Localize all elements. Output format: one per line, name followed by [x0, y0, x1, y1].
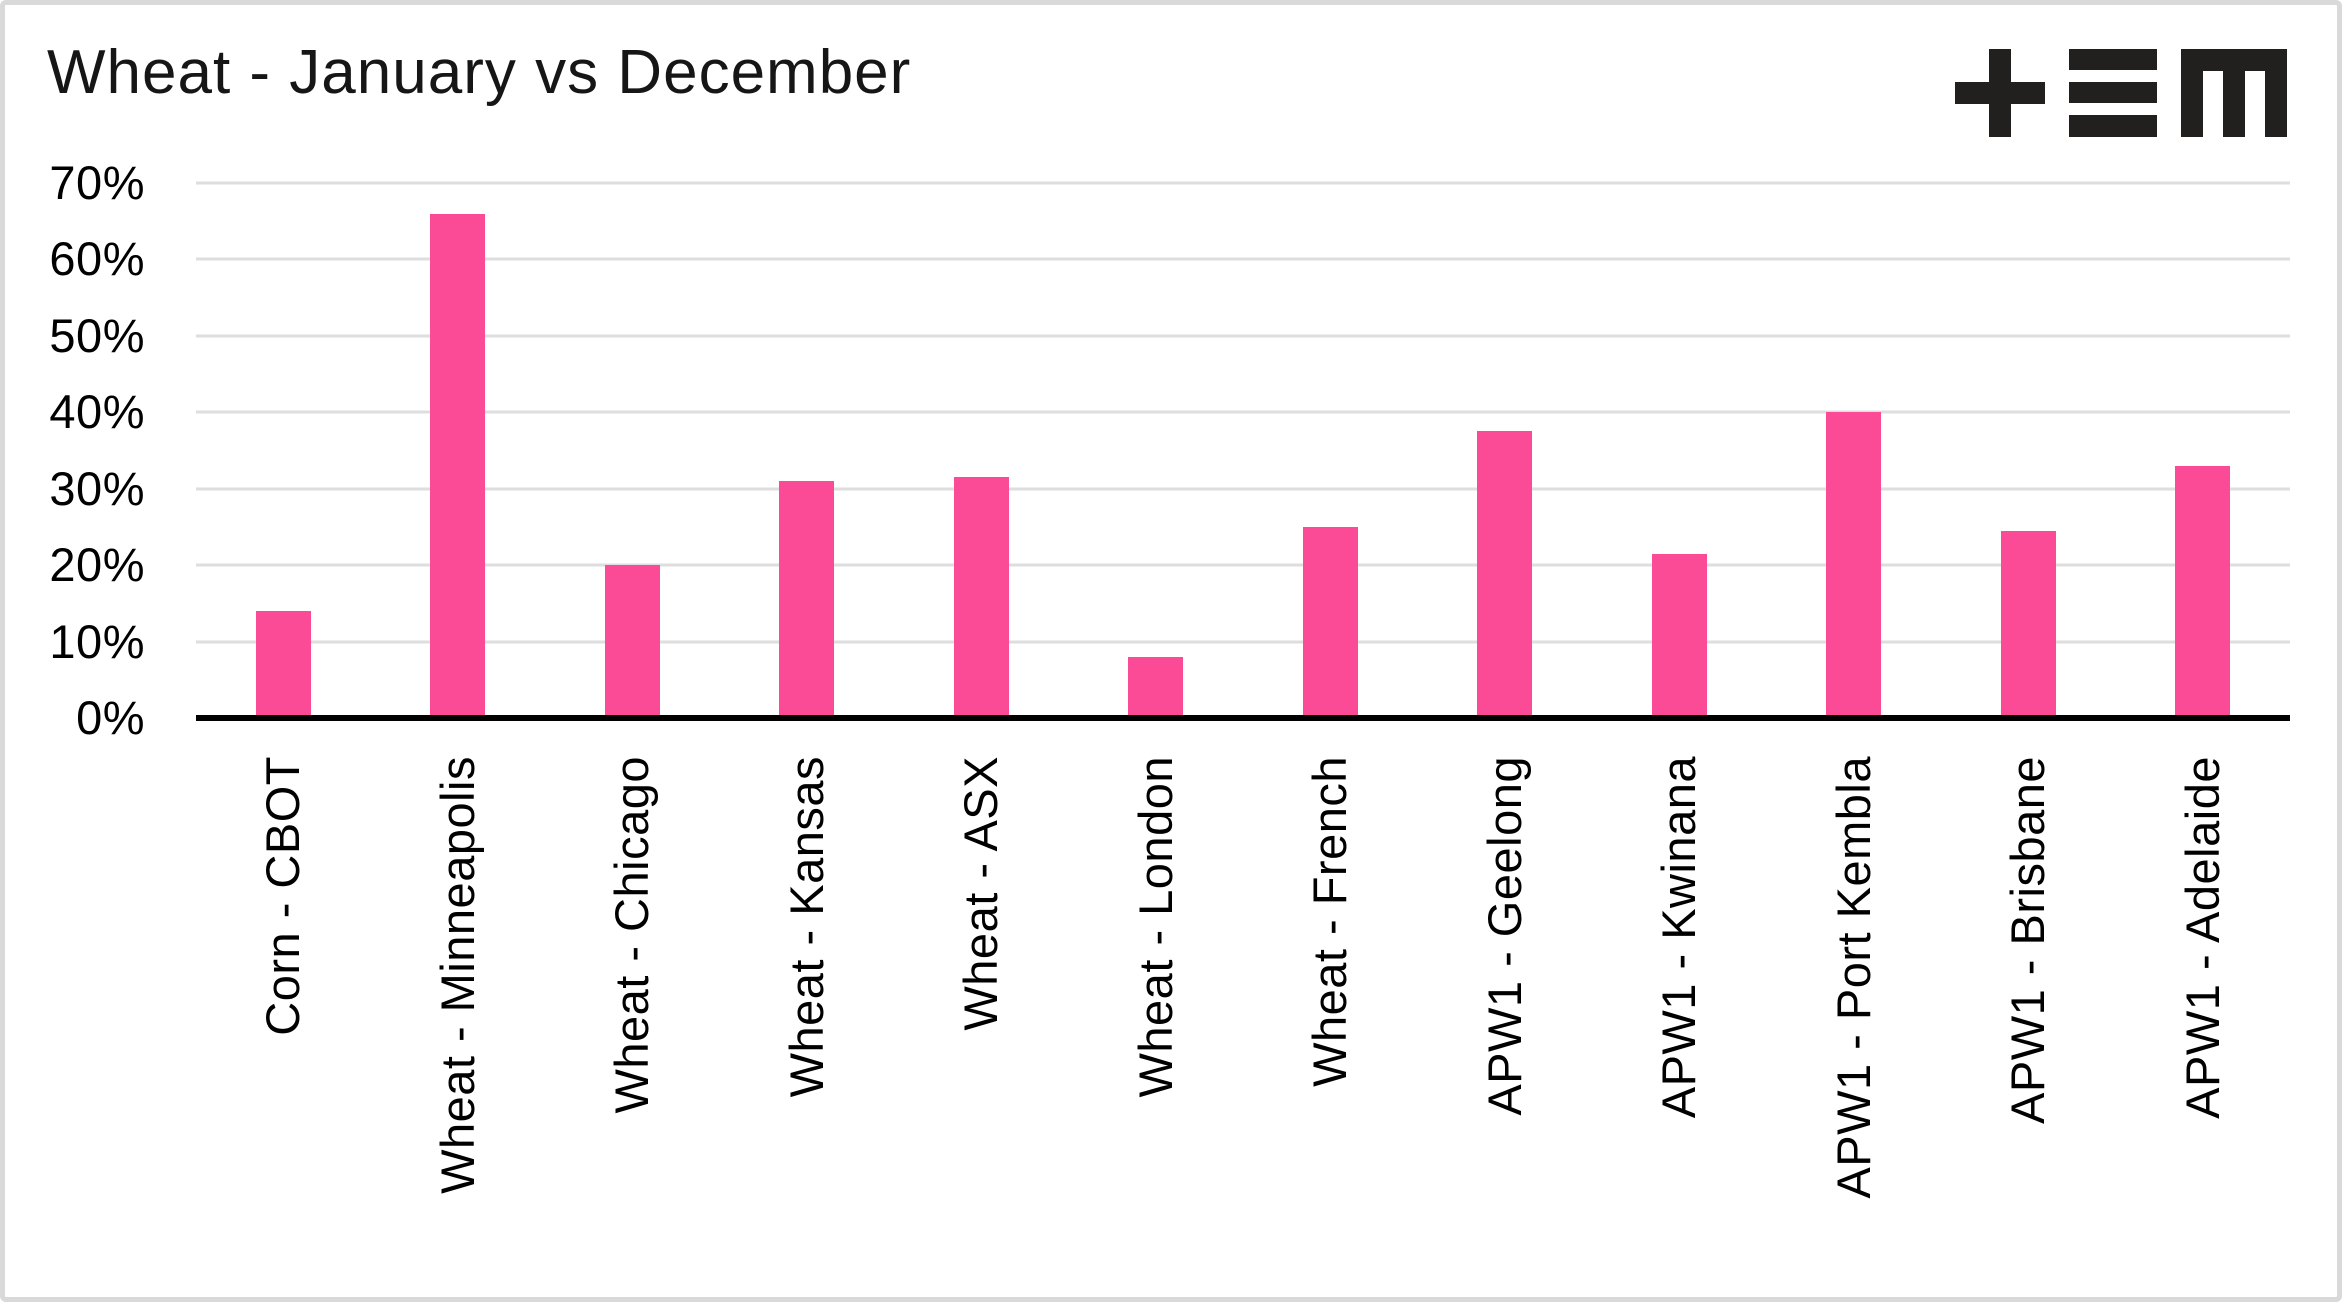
x-slot: Wheat - Chicago [545, 756, 720, 1297]
y-tick-label: 50% [49, 308, 145, 362]
x-tick-label: Wheat - ASX [954, 756, 1008, 1031]
x-slot: APW1 - Geelong [1418, 756, 1593, 1297]
bar [604, 565, 660, 718]
x-tick-label: Wheat - Kansas [779, 756, 833, 1098]
plot-area [196, 181, 2290, 721]
bar [255, 611, 311, 718]
logo-m [2181, 49, 2287, 137]
x-tick-label: Wheat - Chicago [605, 756, 659, 1114]
x-tick-label: APW1 - Kwinana [1652, 756, 1706, 1119]
x-slot: Corn - CBOT [196, 756, 371, 1297]
gridline [196, 334, 2290, 338]
x-slot: APW1 - Port Kembla [1767, 756, 1942, 1297]
x-slot: APW1 - Adelaide [2116, 756, 2291, 1297]
bar [1826, 412, 1882, 718]
logo-bar-top [2069, 49, 2157, 70]
x-tick-label: Wheat - London [1128, 756, 1182, 1098]
x-slot: Wheat - French [1243, 756, 1418, 1297]
bar [2175, 465, 2231, 718]
y-tick-label: 10% [49, 614, 145, 668]
y-tick-label: 70% [49, 156, 145, 209]
bar [2000, 530, 2056, 718]
x-slot: APW1 - Brisbane [1941, 756, 2116, 1297]
gridline [196, 257, 2290, 261]
x-slot: APW1 - Kwinana [1592, 756, 1767, 1297]
x-tick-label: Wheat - Minneapolis [430, 756, 484, 1194]
x-slot: Wheat - Kansas [720, 756, 895, 1297]
bar [953, 477, 1009, 718]
x-tick-label: APW1 - Port Kembla [1826, 756, 1880, 1199]
bar [1128, 656, 1184, 718]
y-tick-label: 20% [49, 538, 145, 592]
bar [430, 213, 486, 718]
bar [1302, 526, 1358, 718]
bar [1477, 431, 1533, 718]
x-tick-label: APW1 - Adelaide [2175, 756, 2229, 1119]
x-tick-label: Corn - CBOT [256, 756, 310, 1036]
logo-plus-horizontal [1955, 82, 2045, 104]
gridline [196, 181, 2290, 185]
gridline [196, 410, 2290, 414]
y-tick-label: 60% [49, 232, 145, 286]
x-axis-line [196, 715, 2290, 721]
x-tick-label: APW1 - Brisbane [2001, 756, 2055, 1124]
y-tick-label: 0% [76, 691, 145, 744]
y-tick-label: 30% [49, 461, 145, 515]
logo-bar-middle [2069, 82, 2157, 103]
gridline [196, 487, 2290, 491]
y-axis-labels: 0% 10% 20% 30% 40% 50% 60% 70% [5, 156, 145, 744]
chart-title: Wheat - January vs December [47, 38, 912, 107]
x-axis-labels: Corn - CBOT Wheat - Minneapolis Wheat - Ch… [196, 756, 2291, 1297]
tem-logo [1955, 49, 2287, 137]
gridline [196, 563, 2290, 567]
x-tick-label: APW1 - Geelong [1477, 756, 1531, 1116]
gridline [196, 640, 2290, 644]
x-slot: Wheat - London [1069, 756, 1244, 1297]
y-tick-label: 40% [49, 385, 145, 439]
bar [779, 481, 835, 718]
logo-bar-bottom [2069, 115, 2157, 137]
x-tick-label: Wheat - French [1303, 756, 1357, 1087]
x-slot: Wheat - ASX [894, 756, 1069, 1297]
bar [1651, 553, 1707, 718]
x-slot: Wheat - Minneapolis [371, 756, 546, 1297]
